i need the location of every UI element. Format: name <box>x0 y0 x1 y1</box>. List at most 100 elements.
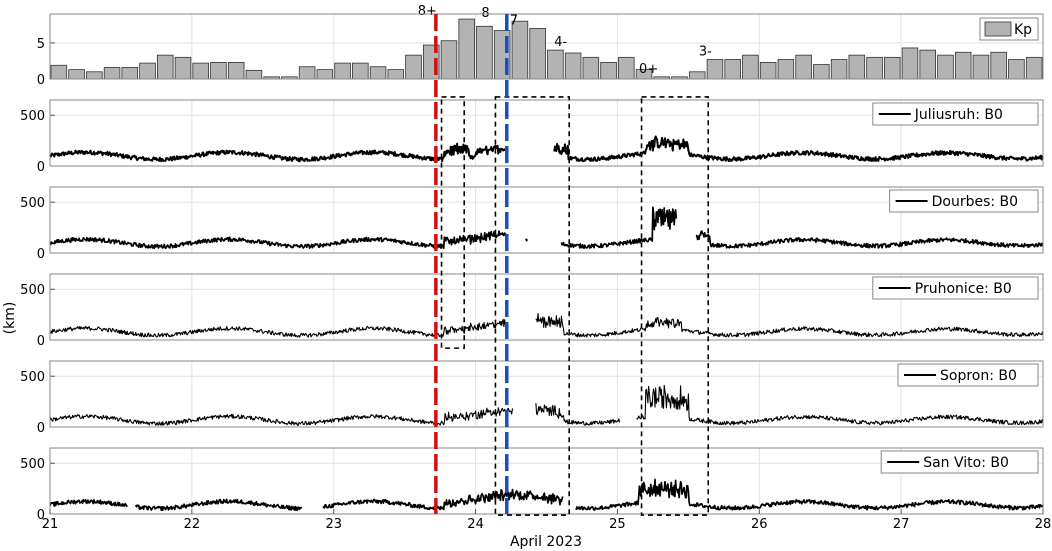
kp-bar <box>50 64 68 80</box>
kp-bar <box>103 67 121 80</box>
x-tick-label: 21 <box>42 517 59 532</box>
kp-bar <box>86 71 103 80</box>
legend-label: San Vito: B0 <box>923 455 1009 471</box>
panel-5: 0 500 San Vito: B0 <box>20 447 1044 523</box>
x-tick-label: 22 <box>184 517 201 532</box>
y-tick-label: 0 <box>37 160 45 175</box>
y-tick-label: 0 <box>37 73 45 88</box>
kp-bar <box>564 52 582 80</box>
kp-bar <box>866 56 883 80</box>
kp-bar <box>706 59 724 80</box>
x-tick-label: 25 <box>609 517 626 532</box>
kp-bar <box>795 54 812 80</box>
kp-bar <box>848 54 866 80</box>
legend-san-vito: San Vito: B0 <box>880 450 1039 474</box>
legend-label: Dourbes: B0 <box>932 194 1018 210</box>
legend-dourbes: Dourbes: B0 <box>889 189 1039 213</box>
panel-3: 0 500 Pruhonice: B0 <box>20 273 1044 349</box>
highlight-box <box>440 96 466 349</box>
panel-border <box>49 273 1044 341</box>
kp-bar <box>1025 56 1043 80</box>
panel-border <box>49 447 1044 515</box>
kp-bar <box>529 28 546 80</box>
kp-bar <box>316 69 334 80</box>
x-tick-label: 27 <box>893 517 910 532</box>
legend-kp: Kp <box>979 17 1039 41</box>
x-tick-label: 26 <box>751 517 768 532</box>
kp-annotation: 4- <box>554 35 567 50</box>
y-tick-label: 5 <box>37 37 45 52</box>
kp-bar <box>724 59 741 80</box>
kp-bar <box>458 18 475 80</box>
legend-box <box>872 102 1039 126</box>
panel-border <box>49 360 1044 428</box>
kp-bar <box>210 61 227 80</box>
b0-series-san-vito <box>49 478 1044 512</box>
kp-bar <box>476 25 493 80</box>
kp-bar <box>121 67 139 80</box>
y-tick-label: 500 <box>20 196 45 211</box>
kp-bar <box>352 62 369 80</box>
y-tick-label: 500 <box>20 109 45 124</box>
panel-border <box>49 186 1044 254</box>
kp-bar <box>440 40 458 80</box>
y-tick-label: 500 <box>20 283 45 298</box>
highlight-boxes <box>440 96 710 516</box>
x-tick-label: 23 <box>325 517 342 532</box>
kp-bar <box>192 62 209 80</box>
panel-0: 058+ 8 74-0+3-Kp <box>37 4 1044 88</box>
kp-bar <box>990 51 1007 80</box>
b0-series-pruhonice <box>49 313 1044 338</box>
kp-bar <box>139 62 156 80</box>
panel-border <box>49 13 1044 80</box>
legend-label: Juliusruh: B0 <box>914 107 1003 123</box>
legend-sopron: Sopron: B0 <box>897 363 1039 387</box>
y-tick-label: 500 <box>20 370 45 385</box>
kp-annotation: 8+ <box>418 4 437 19</box>
kp-bar <box>369 66 387 80</box>
y-tick-label: 0 <box>37 421 45 436</box>
legend-box <box>880 450 1039 474</box>
panel-border <box>49 99 1044 167</box>
kp-bar <box>156 54 174 80</box>
highlight-box <box>494 96 570 516</box>
legend-label: Kp <box>1014 22 1032 38</box>
y-tick-label: 0 <box>37 334 45 349</box>
legend-label: Pruhonice: B0 <box>915 281 1012 297</box>
kp-annotation: 7 <box>510 13 518 28</box>
kp-bar <box>884 56 901 80</box>
kp-bar <box>688 71 706 80</box>
y-tick-label: 0 <box>37 508 45 523</box>
highlight-box <box>640 96 710 516</box>
kp-bar <box>830 59 848 80</box>
y-axis-label: (km) <box>2 302 18 335</box>
panel-4: 0 500 Sopron: B0 <box>20 360 1044 436</box>
panel-1: 0 500 Juliusruh: B0 <box>20 99 1044 175</box>
kp-bar <box>298 66 316 80</box>
b0-series-sopron <box>49 384 1044 426</box>
kp-bar <box>972 54 990 80</box>
x-axis: 21 22 23 24 25 26 27 28 <box>42 509 1052 532</box>
kp-bar <box>582 56 600 80</box>
kp-bar <box>600 61 617 80</box>
b0-series-dourbes <box>49 206 1044 250</box>
kp-bar <box>174 56 192 80</box>
legend-box <box>889 189 1039 213</box>
kp-bar <box>742 54 759 80</box>
kp-bar <box>618 56 635 80</box>
legend-label: Sopron: B0 <box>940 368 1017 384</box>
kp-bar <box>954 51 972 80</box>
legend-pruhonice: Pruhonice: B0 <box>872 276 1039 300</box>
legend-swatch <box>984 21 1012 37</box>
legend-box <box>897 363 1039 387</box>
y-tick-label: 0 <box>37 247 45 262</box>
kp-bar <box>937 54 954 80</box>
kp-annotation: 3- <box>699 45 712 60</box>
kp-bar <box>547 49 564 80</box>
kp-bar <box>759 61 777 80</box>
kp-annotation: 0+ <box>639 62 658 77</box>
event-lines <box>434 14 509 514</box>
kp-bar <box>1008 59 1025 80</box>
x-tick-label: 28 <box>1035 517 1052 532</box>
